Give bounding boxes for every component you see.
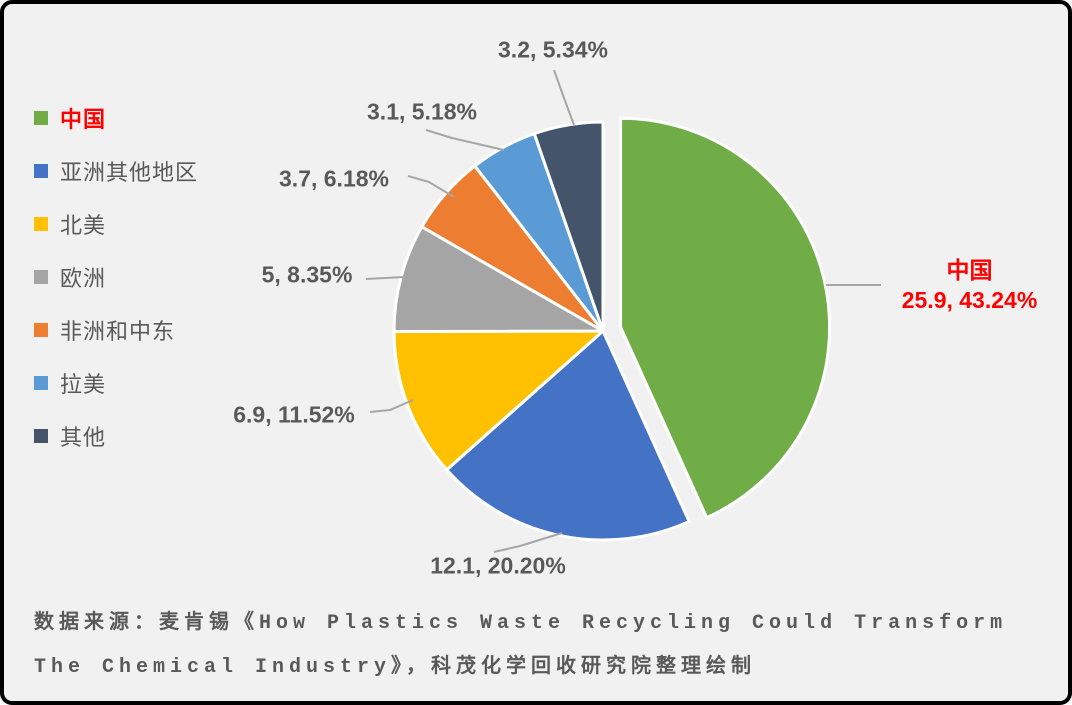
legend-swatch-icon xyxy=(34,111,48,125)
legend-label-latin-america: 拉美 xyxy=(60,372,107,397)
pie-slice-north-america xyxy=(392,329,605,472)
leader-line-africa-middle-east xyxy=(407,175,455,198)
data-label-other-asia: 12.1, 20.20% xyxy=(430,552,566,579)
legend-item-europe: 欧洲 xyxy=(34,265,198,291)
legend-swatch-icon xyxy=(34,164,48,178)
source-note: 数据来源：麦肯锡《How Plastics Waste Recycling Co… xyxy=(34,602,1007,690)
legend-label-other-asia: 亚洲其他地区 xyxy=(60,160,199,185)
pie-slice-other xyxy=(532,120,605,333)
leader-line-north-america xyxy=(369,399,414,413)
legend-item-africa-middle-east: 非洲和中东 xyxy=(34,318,198,344)
leader-lines xyxy=(365,69,881,553)
leader-line-other xyxy=(553,69,575,126)
legend-label-china: 中国 xyxy=(60,107,107,132)
data-label-latin-america: 3.1, 5.18% xyxy=(367,98,477,125)
legend-swatch-icon xyxy=(34,270,48,284)
pie-slice-china xyxy=(619,116,832,520)
source-note-line-1: 数据来源：麦肯锡《How Plastics Waste Recycling Co… xyxy=(34,612,1008,635)
data-label-north-america: 6.9, 11.52% xyxy=(233,401,355,428)
legend-item-china: 中国 xyxy=(34,106,198,132)
legend-item-other: 其他 xyxy=(34,424,198,450)
legend-swatch-icon xyxy=(34,429,48,443)
data-label-europe: 5, 8.35% xyxy=(261,261,353,288)
legend-swatch-icon xyxy=(34,217,48,231)
legend-item-latin-america: 拉美 xyxy=(34,371,198,397)
source-note-line-2: The Chemical Industry》，科茂化学回收研究院整理绘制 xyxy=(34,656,757,679)
leader-line-europe xyxy=(365,276,404,280)
chart-legend: 中国亚洲其他地区 北美欧洲非洲和中东拉美其他 xyxy=(34,106,198,477)
legend-label-north-america: 北美 xyxy=(60,213,107,238)
legend-label-europe: 欧洲 xyxy=(60,266,107,291)
data-label-china-name: 中国 xyxy=(946,257,993,283)
legend-label-other: 其他 xyxy=(60,425,107,450)
leader-line-other-asia xyxy=(493,532,563,553)
leader-line-latin-america xyxy=(425,129,505,151)
legend-swatch-icon xyxy=(34,376,48,390)
data-label-africa-middle-east: 3.7, 6.18% xyxy=(279,165,389,192)
legend-label-africa-middle-east: 非洲和中东 xyxy=(60,319,176,344)
legend-item-other-asia: 亚洲其他地区 xyxy=(34,159,198,185)
data-label-other: 3.2, 5.34% xyxy=(498,36,608,63)
legend-swatch-icon xyxy=(34,323,48,337)
pie-slices xyxy=(392,116,832,542)
data-label-china-value: 25.9, 43.24% xyxy=(901,287,1038,313)
legend-item-north-america: 北美 xyxy=(34,212,198,238)
pie-chart xyxy=(365,69,881,553)
pie-slice-other-asia xyxy=(445,329,691,542)
data-label-china: 中国 25.9, 43.24% xyxy=(872,255,1067,315)
